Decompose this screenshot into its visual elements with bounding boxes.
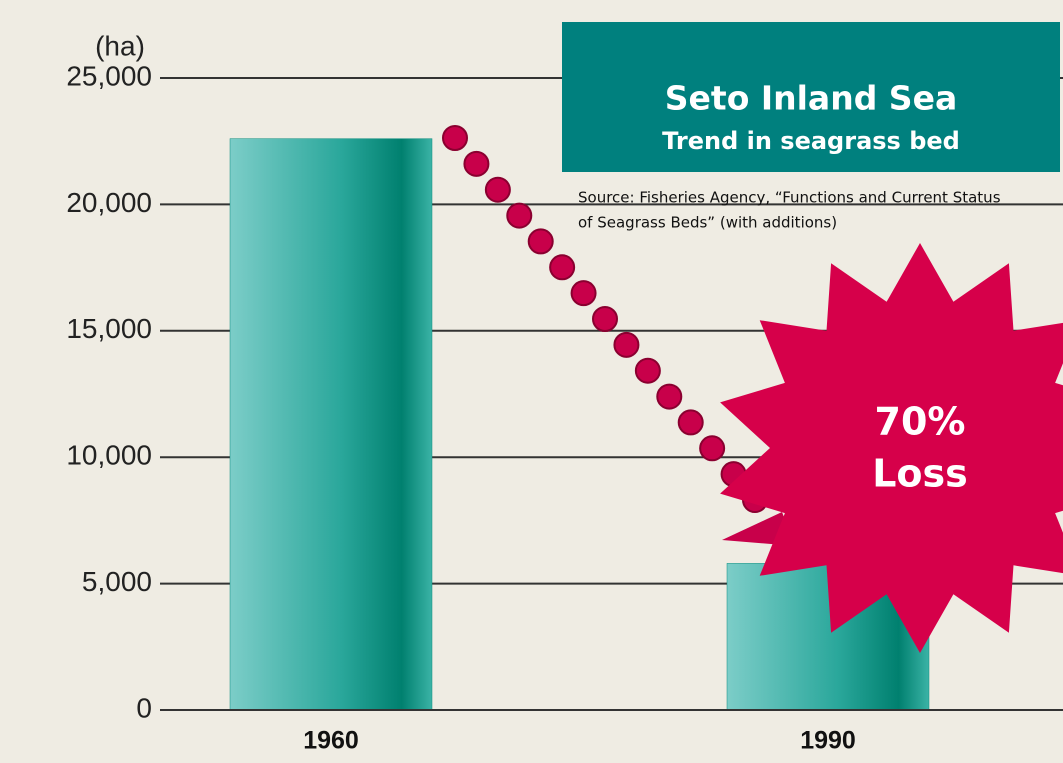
arrow-dot [527, 228, 554, 255]
y-tick-label: 25,000 [66, 60, 152, 91]
arrow-dot [613, 331, 640, 358]
y-tick-label: 10,000 [66, 440, 152, 471]
y-tick-label: 15,000 [66, 313, 152, 344]
arrow-dot [677, 409, 704, 436]
arrow-dot [442, 125, 468, 151]
chart-title: Seto Inland Sea [665, 79, 957, 118]
chart-subtitle: Trend in seagrass bed [662, 127, 960, 155]
arrow-dot [484, 176, 511, 203]
arrow-dot [656, 383, 683, 410]
starburst [720, 243, 1063, 653]
y-axis-label: (ha) [95, 30, 145, 61]
bars: 1960 1990 [160, 138, 1063, 755]
annotation: 70% [875, 400, 966, 444]
arrow-dot [549, 254, 576, 281]
source-text: Source: Fisheries Agency, “Functions and… [578, 189, 1001, 207]
y-tick-label: 0 [136, 692, 152, 723]
annotation: Loss [872, 452, 968, 496]
arrow-dot [570, 280, 597, 307]
arrow-dot [699, 435, 726, 462]
x-tick-label: 1990 [800, 727, 856, 755]
x-tick-label: 1960 [303, 727, 359, 755]
title-box [562, 22, 1060, 172]
arrow-dot [506, 202, 533, 229]
arrow-dot [463, 150, 490, 177]
arrow-dot [592, 306, 618, 332]
bar [229, 138, 433, 711]
y-tick-label: 20,000 [66, 187, 152, 218]
source-text: of Seagrass Beds” (with additions) [578, 214, 837, 232]
arrow-dot [634, 357, 661, 384]
y-tick-label: 5,000 [82, 566, 152, 597]
